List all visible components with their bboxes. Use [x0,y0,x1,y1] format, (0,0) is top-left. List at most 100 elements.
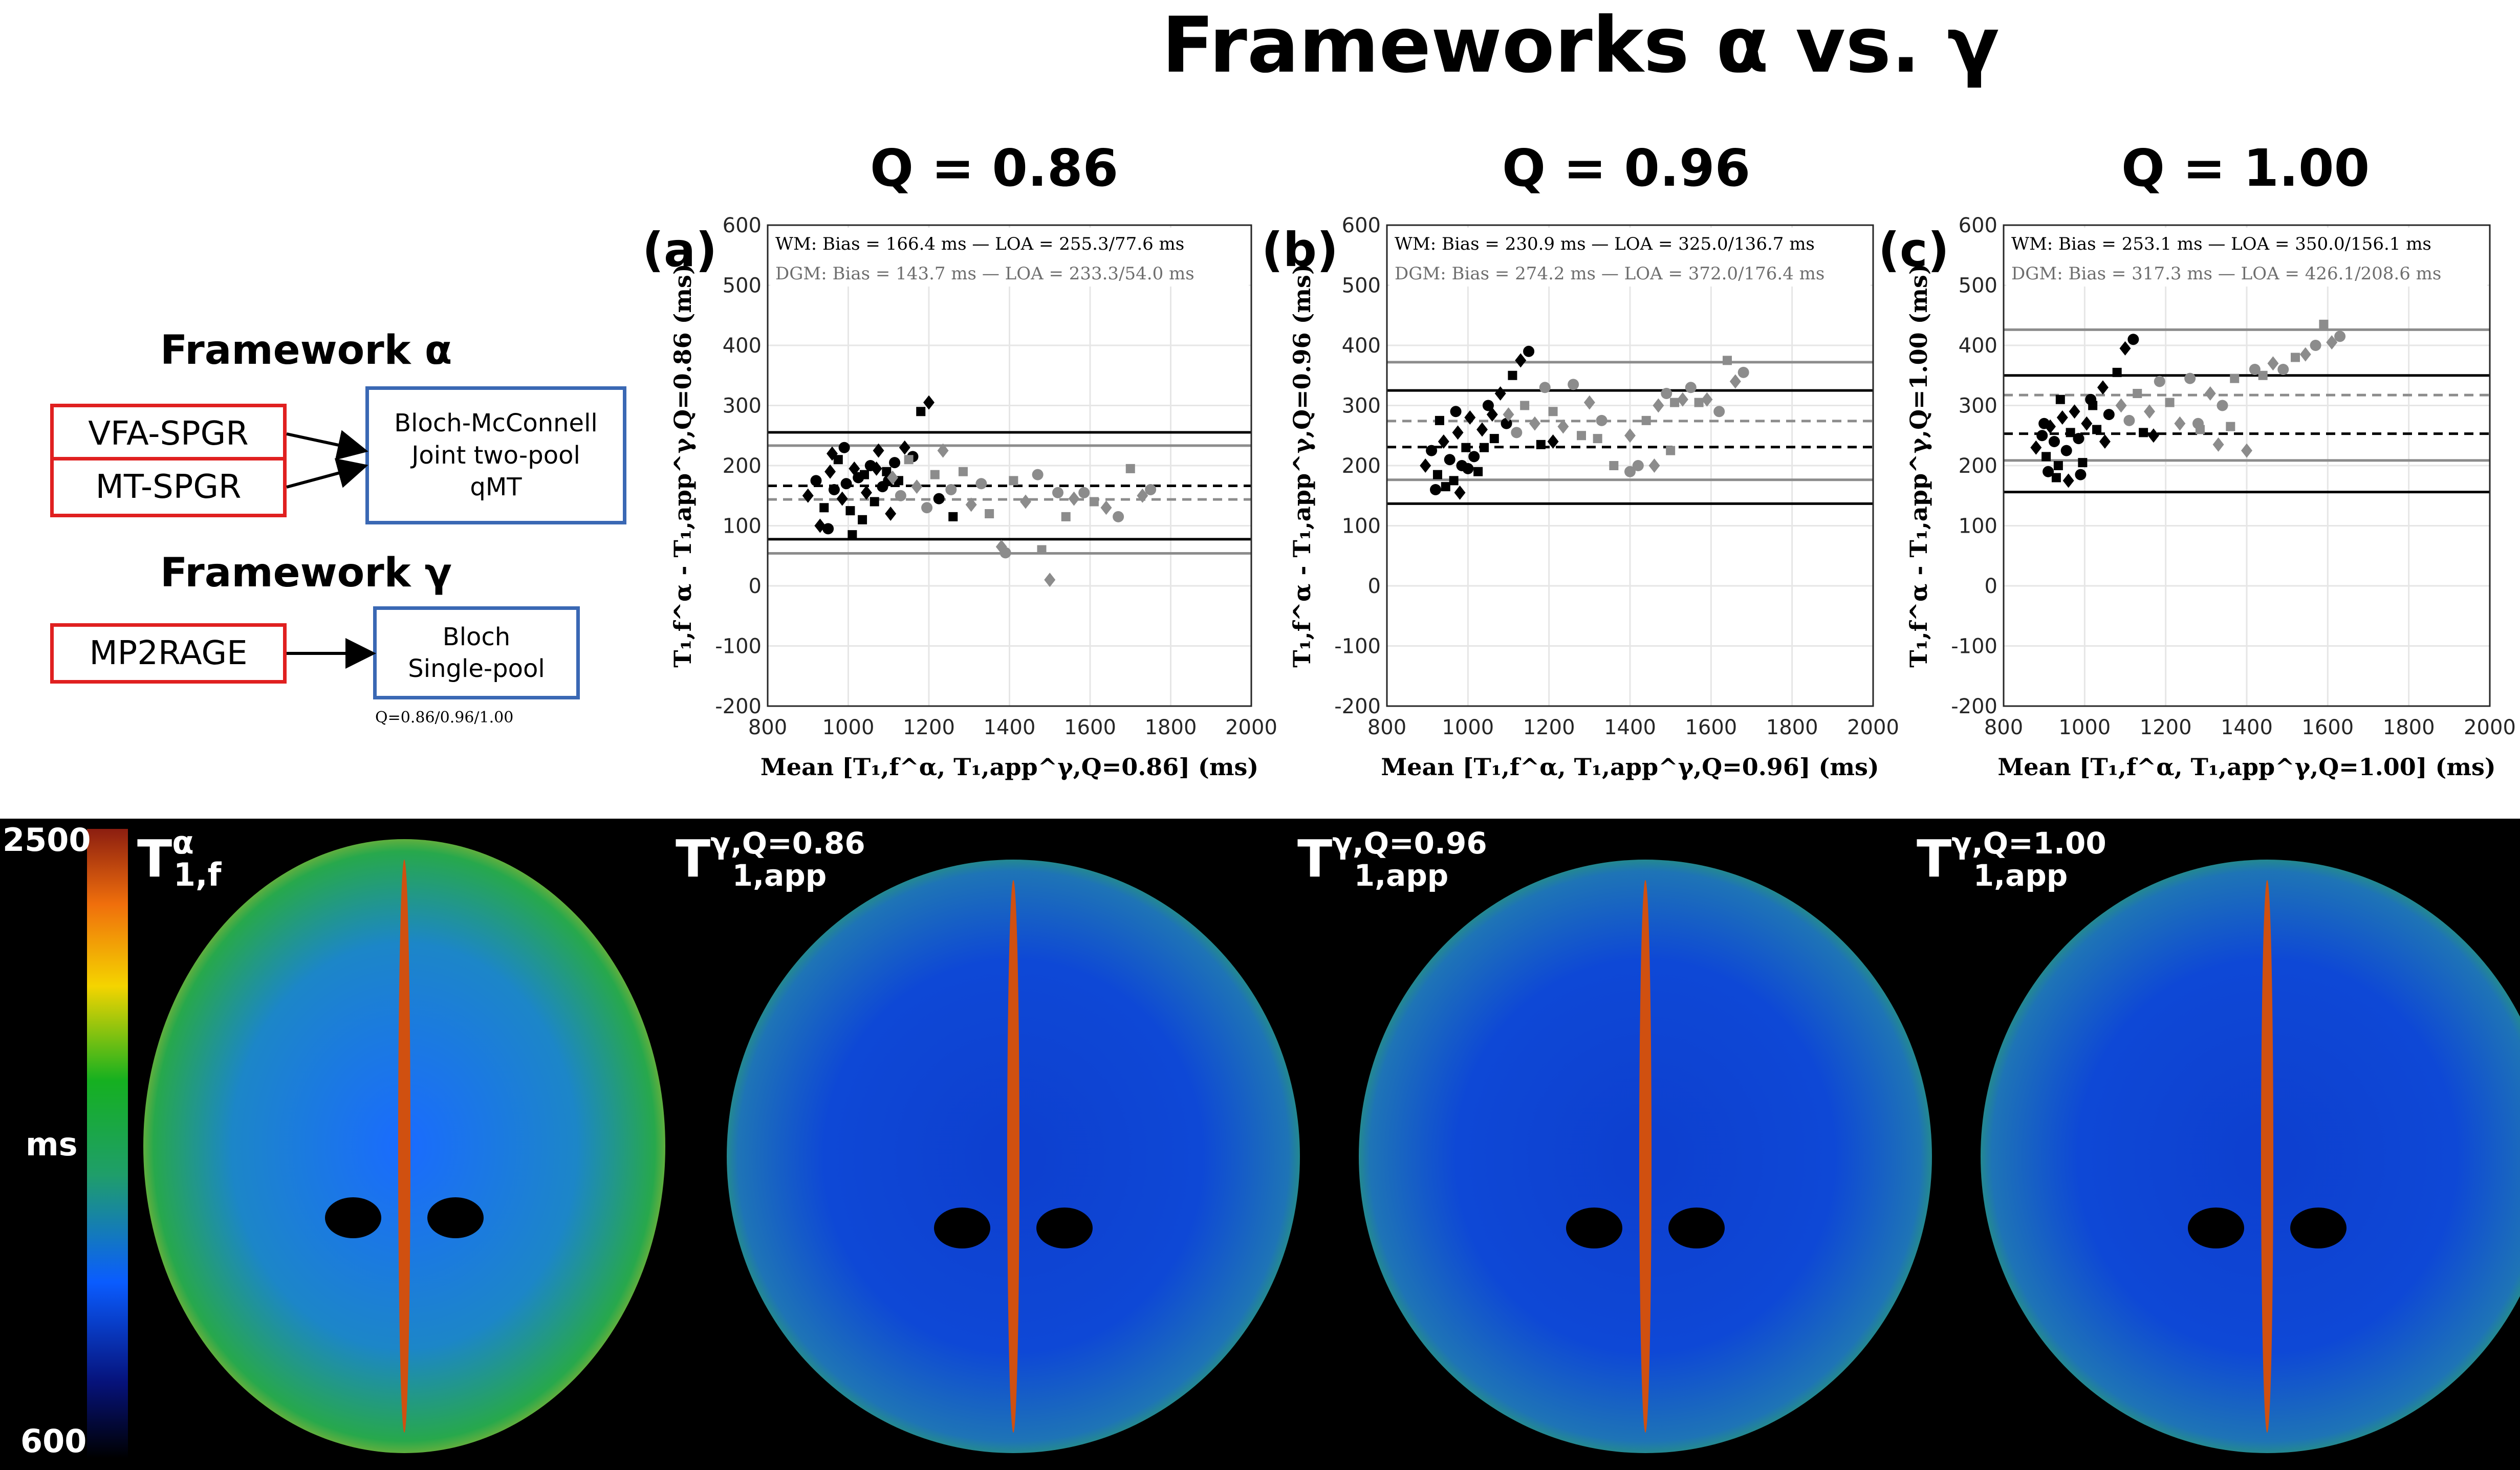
data-point-dgm [1737,366,1749,378]
data-point-dgm [1044,573,1056,587]
data-point-wm [858,515,867,524]
data-point-wm [2112,367,2122,377]
y-tick-label: -200 [1951,695,1997,718]
data-point-dgm [2204,386,2216,401]
colorbar-max-label: 2500 [3,821,91,859]
data-point-wm [860,485,872,500]
data-point-dgm [2212,437,2224,452]
x-tick-label: 1800 [2383,716,2435,739]
data-point-dgm [985,509,994,518]
data-point-dgm [1632,460,1644,471]
data-point-dgm [1511,427,1523,438]
data-point-dgm [1593,434,1602,444]
data-point-wm [836,491,848,506]
data-point-wm [802,488,814,503]
x-tick-label: 2000 [1225,716,1277,739]
data-point-wm [2097,380,2109,395]
y-axis-label: T₁,f^α - T₁,app^γ,Q=0.86 (ms) [669,264,697,667]
data-point-wm [1432,470,1442,479]
data-point-wm [1449,476,1459,486]
data-point-dgm [1624,466,1636,477]
data-point-wm [838,442,850,453]
data-point-dgm [1694,398,1704,407]
y-tick-label: 0 [749,575,762,598]
data-point-wm [2127,334,2139,345]
data-point-dgm [975,478,987,490]
x-tick-label: 1000 [822,716,875,739]
x-axis-label: Mean [T₁,f^α, T₁,app^γ,Q=1.00] (ms) [1997,753,2495,781]
data-point-dgm [2133,389,2142,398]
data-point-dgm [965,497,977,512]
data-point-dgm [958,467,968,476]
data-point-wm [2066,428,2075,437]
data-point-wm [2062,473,2074,488]
x-tick-label: 800 [1367,716,1406,739]
data-point-wm [2041,452,2051,462]
data-point-dgm [1557,419,1569,434]
data-point-wm [885,507,897,521]
data-point-dgm [1713,406,1725,418]
legend-entry-1: DGM: Bias = 143.7 ms — LOA = 233.3/54.0 … [775,264,1194,284]
data-point-wm [1435,415,1444,425]
x-tick-label: 1400 [984,716,1036,739]
figure-title: Frameworks α vs. γ [1162,1,2000,90]
data-point-wm [873,443,884,458]
data-point-dgm [2123,414,2135,426]
data-point-wm [933,493,945,504]
x-tick-label: 1600 [1064,716,1116,739]
data-point-dgm [2258,370,2268,380]
data-point-wm [2051,473,2061,482]
data-point-wm [2103,409,2115,421]
data-point-wm [889,457,901,469]
data-point-wm [2092,425,2102,434]
legend-box [770,228,1249,287]
data-point-wm [1420,458,1431,473]
data-point-dgm [2326,335,2338,350]
colorbar [87,829,128,1458]
input-box-mp2rage: MP2RAGE [50,623,287,684]
y-tick-label: -100 [1951,635,1997,659]
data-point-wm [923,395,935,410]
data-point-wm [2073,433,2084,445]
panel-b-title: Q = 0.96 [1502,138,1751,198]
data-point-wm [1441,482,1450,492]
data-point-wm [2069,404,2080,419]
data-point-dgm [2184,372,2196,384]
data-point-wm [822,523,834,535]
t1-maps-panel: 2500 ms 600 Tα1,f Tγ,Q=0.861,app Tγ,Q=0.… [0,819,2520,1470]
data-point-wm [1454,485,1466,500]
legend-entry-0: WM: Bias = 230.9 ms — LOA = 325.0/136.7 … [1395,234,1815,254]
data-point-dgm [1729,374,1741,389]
data-point-wm [1515,353,1527,368]
data-point-dgm [1061,512,1071,521]
data-point-wm [2060,445,2072,456]
model-box-bloch-mcconnell: Bloch-McConnell Joint two-pool qMT [365,386,626,524]
y-tick-label: -100 [1334,635,1381,659]
y-tick-label: 100 [1959,515,1997,538]
x-tick-label: 1800 [1766,716,1818,739]
data-point-dgm [1548,407,1558,416]
model-box-bloch: Bloch Single-pool [373,606,580,699]
data-point-dgm [930,470,940,479]
data-point-wm [848,530,857,540]
data-point-wm [2043,466,2054,477]
arrow-vfa-to-model [286,430,368,460]
data-point-dgm [1723,356,1732,365]
x-tick-label: 1400 [2221,716,2273,739]
y-tick-label: 400 [723,334,762,358]
y-tick-label: 200 [1959,454,1997,478]
data-point-dgm [1000,547,1011,559]
x-tick-label: 2000 [2464,716,2516,739]
data-point-dgm [2226,422,2235,431]
data-point-wm [1452,425,1464,440]
data-point-wm [2081,416,2093,431]
data-point-wm [1461,443,1471,452]
data-point-wm [1480,443,1489,452]
legend-entry-1: DGM: Bias = 317.3 ms — LOA = 426.1/208.6… [2011,264,2441,284]
data-point-wm [1468,451,1480,463]
data-point-dgm [945,484,957,495]
data-point-dgm [2277,364,2289,375]
data-point-dgm [2319,319,2329,329]
data-point-wm [1494,386,1506,401]
data-point-dgm [2217,400,2228,411]
